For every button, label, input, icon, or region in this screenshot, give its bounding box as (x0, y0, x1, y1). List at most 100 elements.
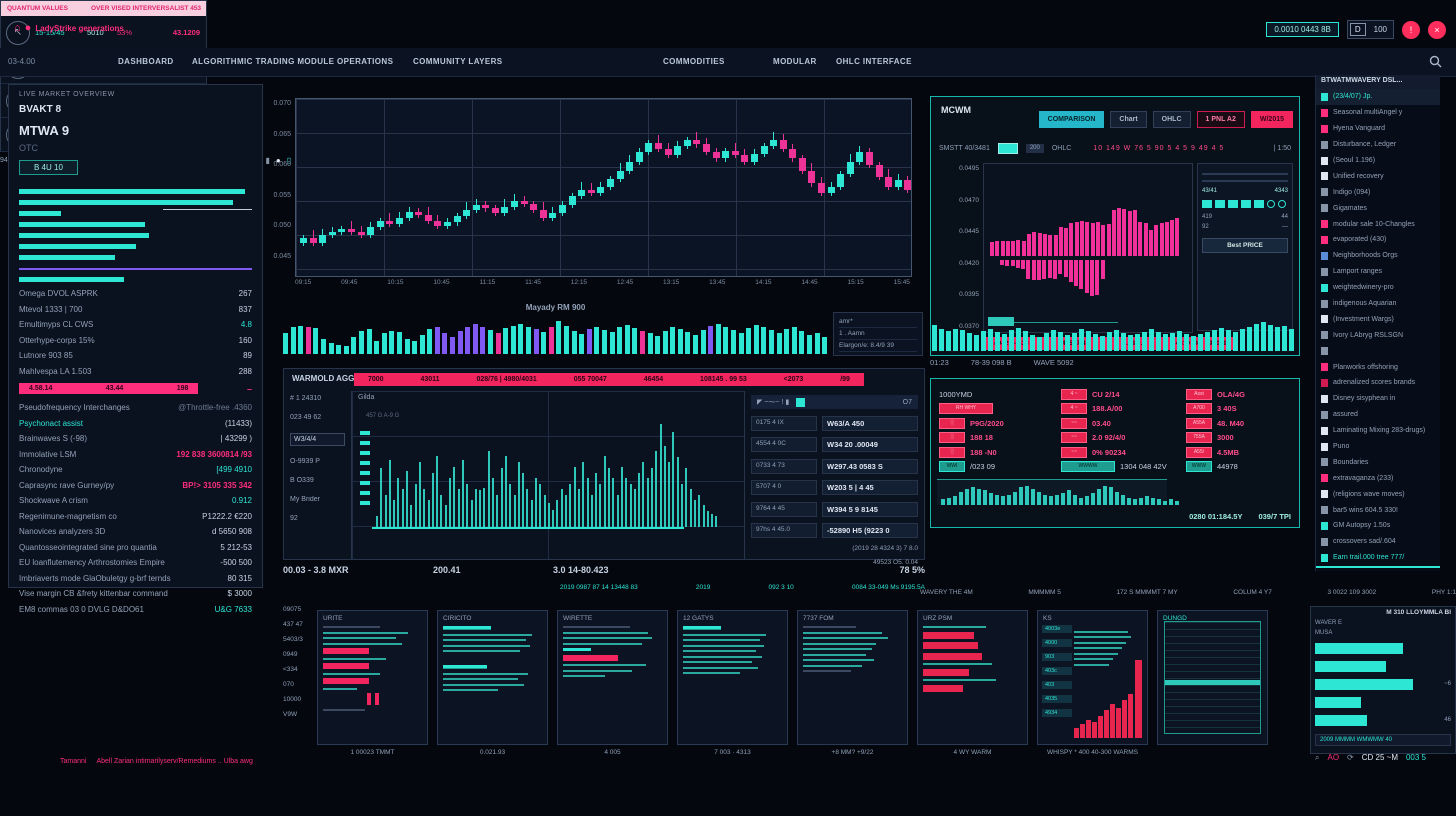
watchlist-item-16[interactable] (1316, 343, 1440, 359)
candlestick-chart[interactable] (295, 98, 912, 277)
watchlist-item-12[interactable]: weightedwinery-pro (1316, 280, 1440, 296)
toggle-on[interactable] (997, 142, 1018, 154)
order-row[interactable]: 0733 4 73 W297.43 0583 S (751, 458, 918, 474)
order-row[interactable]: A55/4.5MB (1186, 445, 1294, 460)
order-row[interactable]: A55A 48. M40 (1186, 416, 1294, 431)
order-row[interactable]: 4 ~ 188.A/00 (1061, 402, 1169, 417)
watchlist-item-27[interactable]: GM Autopsy 1.50s (1316, 518, 1440, 534)
order-row[interactable]: 9764 4 45 W394 5 9 8145 (751, 501, 918, 517)
order-row[interactable]: ░ 188 -N0 (939, 445, 1047, 460)
nav-item-4[interactable]: COMMODITIES (663, 57, 725, 66)
panel-icon[interactable]: 003 5 (1405, 753, 1427, 762)
watchlist-item-23[interactable]: Boundaries (1316, 454, 1440, 470)
order-row[interactable]: ~~ 2.0 92/4/0 (1061, 431, 1169, 446)
col-header[interactable]: OVER VISED INTERVERSALIST 453 (91, 5, 202, 12)
watchlist-item-6[interactable]: Indigo (094) (1316, 184, 1440, 200)
mode-selector[interactable]: D 100 (1346, 20, 1394, 39)
order-row[interactable]: 5707 4 0 W203 5 | 4 45 (751, 480, 918, 495)
watchlist-item-2[interactable]: Hyena Vanguard (1316, 121, 1440, 137)
order-row[interactable]: 97hs 4 45.0 -52890 H5 (9223 0 (751, 523, 918, 538)
order-row[interactable]: ░ P9G/2020 (939, 416, 1047, 431)
watchlist-item-13[interactable]: indigenous Aquarian (1316, 296, 1440, 312)
watchlist-item-19[interactable]: Disney sisyphean in (1316, 391, 1440, 407)
order-row[interactable]: 1000YMD (939, 387, 1047, 402)
order-row[interactable]: 0175 4 IX W63/A 450 (751, 415, 918, 431)
nav-item-6[interactable]: OHLC INTERFACE (836, 57, 912, 66)
close-button[interactable]: × (1428, 20, 1446, 39)
nav-item-2[interactable]: OPERATIONS (337, 57, 394, 66)
order-row[interactable]: 4554 4 0C W34 20 .00049 (751, 437, 918, 452)
watchlist-header[interactable]: BTWATMWAVERY DSL... (1316, 75, 1440, 89)
order-row[interactable]: 4 ~ CU 2/14 (1061, 387, 1169, 402)
panel-icon[interactable]: ⌕ (1315, 753, 1320, 762)
watchlist-item-3[interactable]: Disturbance, Ledger (1316, 137, 1440, 153)
nav-item-0[interactable]: DASHBOARD (118, 57, 174, 66)
card-body[interactable]: WIRETTE (557, 610, 668, 745)
card-body[interactable]: DUNGD (1157, 610, 1268, 745)
watchlist-item-0[interactable]: (23/4/07) Jp. (1316, 89, 1440, 105)
watchlist-item-14[interactable]: (Investment Wargs) (1316, 311, 1440, 327)
button-comparison[interactable]: COMPARISON (1038, 111, 1105, 128)
card-body[interactable]: CIRICITO (437, 610, 548, 745)
nav-item-1[interactable]: ALGORITHMIC TRADING MODULE (192, 57, 335, 66)
order-row[interactable]: ░ 188 18 (939, 431, 1047, 446)
watchlist-item-28[interactable]: crossovers sad/.604 (1316, 534, 1440, 550)
order-row[interactable]: WWW 44978 (1186, 460, 1294, 475)
watchlist-item-8[interactable]: modular sale 10-Changles (1316, 216, 1440, 232)
order-row[interactable]: A700 3 40S (1186, 402, 1294, 417)
volume-info-box[interactable]: amr* 1 . Aamn Elargon/e: 8.4/9 39 (833, 312, 923, 356)
card-body[interactable]: KS 4003e 4000 903 403c 403 4035 4934 (1037, 610, 1148, 745)
card-body[interactable]: URITE (317, 610, 428, 745)
button-chart[interactable]: Chart (1110, 111, 1147, 128)
buy-chip[interactable]: B 4U 10 (19, 160, 78, 175)
order-row[interactable]: 755A 3000 (1186, 431, 1294, 446)
card-body[interactable]: URZ PSM (917, 610, 1028, 745)
watchlist-item-9[interactable]: evaporated (430) (1316, 232, 1440, 248)
watchlist-item-24[interactable]: extravaganza (233) (1316, 470, 1440, 486)
watchlist-item-26[interactable]: bar5 wins 604.5 330! (1316, 502, 1440, 518)
nav-item-5[interactable]: MODULAR (773, 57, 817, 66)
watchlist-item-4[interactable]: (Seoul 1.196) (1316, 153, 1440, 169)
mini-toolbar[interactable]: ◤ ~⁓~ ! ▮ O7 (751, 395, 918, 409)
watchlist-item-17[interactable]: Planworks offshoring (1316, 359, 1440, 375)
order-row[interactable]: WWWW 1304 048 42V (1061, 460, 1169, 475)
watchlist-item-1[interactable]: Seasonal multiAngel y (1316, 105, 1440, 121)
watchlist-item-21[interactable]: Laminating Mixing 283-drugs) (1316, 423, 1440, 439)
watchlist-item-18[interactable]: adrenalized scores brands (1316, 375, 1440, 391)
nav-item-3[interactable]: COMMUNITY LAYERS (413, 57, 503, 66)
card-body[interactable]: 7737 FOM (797, 610, 908, 745)
watchlist-item-29[interactable]: Earn trail.000 tree 777/ (1316, 550, 1440, 568)
watchlist-item-25[interactable]: (religions wave moves) (1316, 486, 1440, 502)
card-body[interactable]: 12 GATYS (677, 610, 788, 745)
panel-icon[interactable]: ⟳ (1347, 753, 1354, 762)
order-row[interactable]: ~~ 0% 90234 (1061, 445, 1169, 460)
app-logo[interactable]: ⌂ ● LadyStrike generations (14, 22, 124, 34)
watchlist-item-11[interactable]: Lamport ranges (1316, 264, 1440, 280)
watchlist-item-20[interactable]: assured (1316, 407, 1440, 423)
panel-icon[interactable]: CD 25 ~M (1361, 753, 1398, 762)
toggle-off[interactable]: 200 (1025, 143, 1044, 153)
order-row[interactable]: WWI/023 09 (939, 460, 1047, 475)
account-balance-chip[interactable]: 0.0010 0443 8B (1266, 22, 1339, 37)
watchlist-item-5[interactable]: Unified recovery (1316, 168, 1440, 184)
help-button[interactable]: ! (1402, 20, 1420, 39)
order-row[interactable]: RH WHY (939, 402, 1047, 417)
button-w-2015[interactable]: W/2015 (1250, 111, 1293, 128)
watchlist-item-22[interactable]: Puno (1316, 439, 1440, 455)
order-row[interactable]: ~~ 03.40 (1061, 416, 1169, 431)
button-1-pnl-a2[interactable]: 1 PNL A2 (1196, 111, 1245, 128)
watchlist-item-7[interactable]: Gigamates (1316, 200, 1440, 216)
watchlist-item-10[interactable]: Neighborhoods Orgs (1316, 248, 1440, 264)
panel-icon[interactable]: AO (1327, 753, 1340, 762)
taskbar-icon-24[interactable]: ▯ (286, 155, 292, 165)
col-header[interactable]: QUANTUM VALUES (7, 5, 68, 12)
histogram-plot[interactable] (983, 163, 1193, 333)
search-icon[interactable] (1429, 55, 1442, 70)
watchlist-item-15[interactable]: Ivory LAbryg RSLSGN (1316, 327, 1440, 343)
order-row[interactable]: Asst OLA/4G (1186, 387, 1294, 402)
best-price-button[interactable]: Best PRICE (1202, 238, 1288, 253)
button-ohlc[interactable]: OHLC (1152, 111, 1191, 128)
taskbar-icon-23[interactable]: ● (275, 155, 281, 165)
taskbar-icon-22[interactable]: ▮ (265, 155, 270, 165)
tick-volume-chart[interactable]: Gilda 457 G A-9 G (352, 391, 744, 559)
